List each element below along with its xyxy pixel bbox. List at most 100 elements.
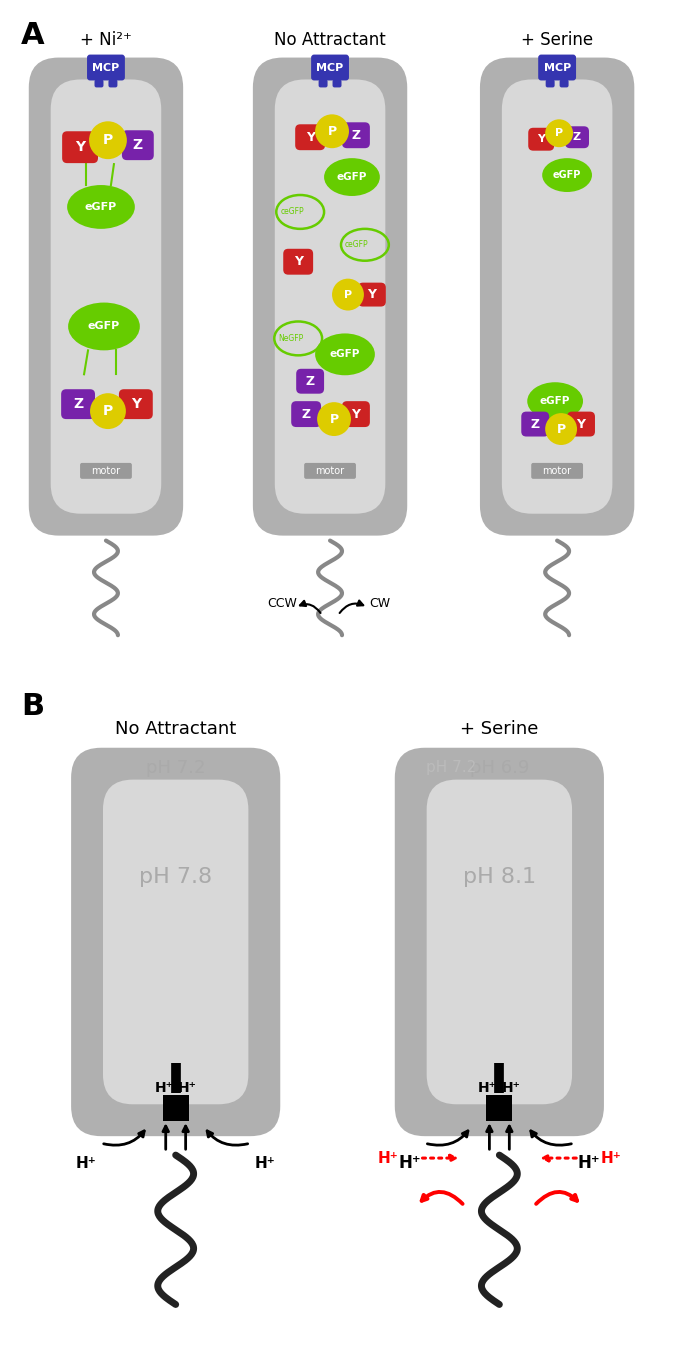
Text: Z: Z xyxy=(351,129,360,141)
Text: pH 6.9: pH 6.9 xyxy=(470,758,529,776)
FancyBboxPatch shape xyxy=(119,389,153,420)
FancyBboxPatch shape xyxy=(80,463,132,478)
FancyBboxPatch shape xyxy=(521,411,549,436)
Text: H⁺: H⁺ xyxy=(478,1082,497,1095)
FancyBboxPatch shape xyxy=(480,58,634,536)
FancyBboxPatch shape xyxy=(342,122,370,148)
Text: P: P xyxy=(556,422,566,436)
Text: Y: Y xyxy=(367,288,376,302)
FancyBboxPatch shape xyxy=(295,125,325,151)
Text: Z: Z xyxy=(306,374,314,388)
Text: + Serine: + Serine xyxy=(521,30,593,48)
FancyBboxPatch shape xyxy=(342,402,370,426)
Bar xyxy=(163,1095,188,1121)
FancyBboxPatch shape xyxy=(395,747,604,1137)
FancyBboxPatch shape xyxy=(29,58,183,536)
Text: A: A xyxy=(21,21,45,49)
Circle shape xyxy=(545,119,573,147)
FancyBboxPatch shape xyxy=(71,747,280,1137)
Text: eGFP: eGFP xyxy=(540,396,571,406)
Circle shape xyxy=(90,393,126,429)
Text: MCP: MCP xyxy=(92,63,120,73)
Text: No Attractant: No Attractant xyxy=(115,720,236,738)
Text: Y: Y xyxy=(577,418,586,430)
Text: + Ni²⁺: + Ni²⁺ xyxy=(80,30,132,48)
Text: pH 7.8: pH 7.8 xyxy=(139,868,212,887)
FancyBboxPatch shape xyxy=(565,126,589,148)
Text: ceGFP: ceGFP xyxy=(280,207,304,217)
FancyBboxPatch shape xyxy=(291,402,321,426)
Text: Y: Y xyxy=(537,134,545,144)
FancyBboxPatch shape xyxy=(358,282,386,307)
FancyBboxPatch shape xyxy=(61,389,95,420)
Text: CW: CW xyxy=(369,598,390,610)
FancyBboxPatch shape xyxy=(311,55,349,81)
FancyBboxPatch shape xyxy=(538,55,576,81)
FancyBboxPatch shape xyxy=(275,80,386,514)
Text: P: P xyxy=(344,289,352,300)
Ellipse shape xyxy=(68,303,140,351)
Text: H⁺: H⁺ xyxy=(601,1150,621,1165)
Text: B: B xyxy=(21,692,45,721)
FancyBboxPatch shape xyxy=(532,463,583,478)
Circle shape xyxy=(315,114,349,148)
Text: motor: motor xyxy=(316,466,345,476)
Circle shape xyxy=(545,413,577,446)
Text: + Serine: + Serine xyxy=(460,720,538,738)
Text: CCW: CCW xyxy=(267,598,297,610)
Text: H⁺: H⁺ xyxy=(154,1082,173,1095)
FancyBboxPatch shape xyxy=(103,780,249,1104)
Ellipse shape xyxy=(527,383,583,420)
Text: Y: Y xyxy=(75,140,85,154)
Text: H⁺: H⁺ xyxy=(178,1082,197,1095)
FancyBboxPatch shape xyxy=(319,80,327,88)
Text: eGFP: eGFP xyxy=(85,202,117,213)
Text: eGFP: eGFP xyxy=(88,321,120,332)
Text: H⁺: H⁺ xyxy=(255,1156,275,1171)
Text: Y: Y xyxy=(294,255,303,269)
Text: P: P xyxy=(103,133,113,147)
Text: pH 8.1: pH 8.1 xyxy=(463,868,536,887)
FancyBboxPatch shape xyxy=(546,80,555,88)
FancyBboxPatch shape xyxy=(304,463,356,478)
FancyBboxPatch shape xyxy=(95,80,103,88)
Text: P: P xyxy=(555,129,563,138)
FancyBboxPatch shape xyxy=(567,411,595,436)
Ellipse shape xyxy=(67,185,135,229)
FancyBboxPatch shape xyxy=(296,369,324,393)
FancyBboxPatch shape xyxy=(427,780,572,1104)
Text: ceGFP: ceGFP xyxy=(345,240,369,250)
Text: motor: motor xyxy=(91,466,121,476)
FancyBboxPatch shape xyxy=(51,80,161,514)
Text: Y: Y xyxy=(306,130,314,144)
Text: Z: Z xyxy=(133,138,143,152)
Text: pH 7.2: pH 7.2 xyxy=(146,758,206,776)
Text: H⁺: H⁺ xyxy=(75,1156,97,1171)
Text: Z: Z xyxy=(573,132,581,143)
Text: H⁺: H⁺ xyxy=(399,1154,421,1172)
Text: NeGFP: NeGFP xyxy=(278,335,303,343)
FancyBboxPatch shape xyxy=(560,80,569,88)
Text: H⁺: H⁺ xyxy=(502,1082,521,1095)
FancyBboxPatch shape xyxy=(502,80,612,514)
Text: No Attractant: No Attractant xyxy=(274,30,386,48)
Text: eGFP: eGFP xyxy=(329,350,360,359)
Circle shape xyxy=(332,278,364,310)
Text: H⁺: H⁺ xyxy=(577,1154,600,1172)
FancyBboxPatch shape xyxy=(122,130,153,160)
Ellipse shape xyxy=(543,158,592,192)
Text: Z: Z xyxy=(531,418,540,430)
FancyBboxPatch shape xyxy=(332,80,342,88)
Circle shape xyxy=(317,402,351,436)
Text: P: P xyxy=(103,404,113,418)
Ellipse shape xyxy=(315,333,375,376)
Text: Y: Y xyxy=(131,398,141,411)
Text: eGFP: eGFP xyxy=(337,173,367,182)
Text: H⁺: H⁺ xyxy=(377,1150,398,1165)
Text: eGFP: eGFP xyxy=(553,170,582,180)
Text: P: P xyxy=(327,125,336,137)
Text: P: P xyxy=(329,413,338,425)
FancyBboxPatch shape xyxy=(87,55,125,81)
Text: Z: Z xyxy=(301,407,311,421)
FancyBboxPatch shape xyxy=(253,58,408,536)
